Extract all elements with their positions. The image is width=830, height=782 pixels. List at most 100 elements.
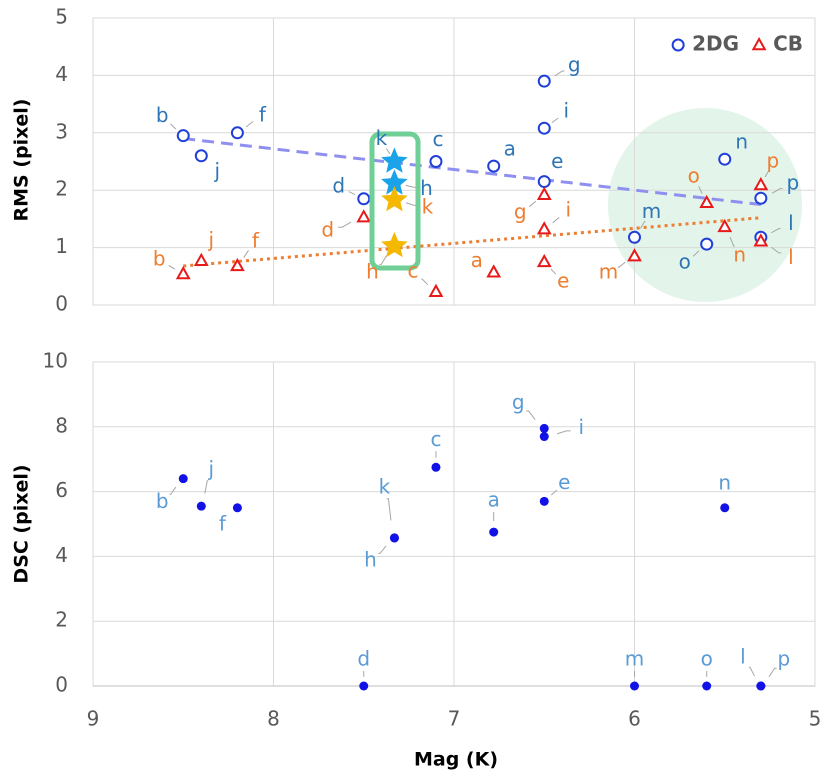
point-label: c [430, 427, 441, 451]
point-label: i [563, 99, 569, 123]
point-label: e [557, 268, 569, 292]
triangle-marker [699, 194, 715, 209]
point-label: f [252, 228, 260, 252]
leader-line [764, 171, 769, 178]
y-tick-label: 10 [43, 349, 68, 373]
y-tick-label: 4 [55, 62, 68, 86]
legend-label: CB [773, 32, 803, 56]
leader-line [348, 191, 356, 196]
leader-line [557, 430, 571, 435]
point-label: j [214, 158, 221, 182]
x-tick-label: 8 [267, 707, 280, 731]
y-tick-label: 6 [55, 478, 68, 502]
dot-marker [389, 533, 399, 543]
dot-marker [539, 423, 549, 433]
point-label: e [551, 149, 563, 173]
legend-marker [751, 36, 767, 51]
point-label: b [156, 489, 169, 513]
point-label: i [565, 198, 571, 222]
y-tick-label: 3 [55, 119, 68, 143]
dot-marker [196, 501, 206, 511]
x-tick-label: 6 [628, 707, 641, 731]
point-label: h [364, 547, 377, 571]
point-label: a [488, 488, 500, 512]
point-label: l [788, 211, 794, 235]
point-label: p [777, 647, 790, 671]
y-tick-label: 0 [55, 292, 68, 316]
star-marker [381, 186, 408, 212]
triangle-marker [536, 253, 552, 268]
point-label: n [718, 470, 731, 494]
leader-line [552, 217, 560, 224]
point-label: l [788, 245, 794, 269]
leader-line [243, 250, 249, 258]
point-label: g [514, 199, 527, 223]
dot-marker [756, 681, 766, 691]
x-tick-label: 9 [87, 707, 100, 731]
circle-marker [487, 159, 501, 173]
leader-line [771, 228, 781, 234]
leader-line [529, 200, 537, 207]
leader-line [526, 410, 536, 420]
leader-line [405, 202, 417, 206]
x-tick-label: 5 [809, 707, 822, 731]
dot-marker [539, 432, 549, 442]
point-label: p [766, 149, 779, 173]
leader-line [551, 118, 560, 124]
leader-line [386, 498, 392, 521]
leader-line [385, 148, 391, 155]
dot-marker [178, 474, 188, 484]
point-label: o [679, 250, 691, 274]
y-tick-label: 8 [55, 413, 68, 437]
circle-marker [700, 237, 714, 251]
y-tick-label: 1 [55, 234, 68, 258]
circle-marker [628, 230, 641, 244]
point-label: h [366, 259, 379, 283]
leader-line [170, 123, 177, 130]
point-label: h [420, 176, 433, 200]
leader-line [338, 221, 352, 228]
highlight-box [369, 131, 421, 271]
triangle-marker [753, 233, 769, 247]
leader-line [771, 246, 782, 254]
leader-line [771, 188, 783, 194]
point-label: g [512, 390, 525, 414]
point-label: e [558, 470, 570, 494]
leader-line [405, 184, 416, 188]
circle-marker [357, 192, 371, 206]
point-label: k [376, 126, 388, 150]
dot-marker [359, 681, 369, 691]
leader-line [378, 545, 387, 554]
point-label: k [379, 474, 391, 498]
y-tick-label: 4 [55, 543, 68, 567]
y-tick-label: 2 [55, 177, 68, 201]
leader-line [421, 278, 429, 286]
point-label: o [688, 163, 700, 187]
point-label: j [208, 457, 215, 481]
dot-marker [702, 681, 712, 691]
point-label: o [701, 647, 713, 671]
triangle-marker [193, 252, 209, 267]
x-tick-label: 7 [448, 707, 461, 731]
point-label: c [407, 258, 418, 282]
circle-marker [537, 74, 551, 88]
point-label: i [578, 415, 584, 439]
triangle-marker [627, 248, 642, 262]
leader-line [550, 268, 557, 275]
point-label: m [642, 199, 661, 223]
x-axis-title: Mag (K) [414, 749, 498, 771]
triangle-marker [536, 186, 552, 200]
triangle-marker [356, 209, 372, 223]
marks [168, 70, 783, 691]
leader-line [698, 186, 703, 194]
point-label: m [599, 260, 618, 284]
point-label: g [568, 53, 581, 77]
point-label: a [504, 137, 516, 161]
circle-marker [754, 191, 768, 205]
triangle-marker [717, 218, 733, 233]
leader-line [245, 121, 254, 128]
circle-marker [537, 175, 551, 189]
y-tick-label: 2 [55, 608, 68, 632]
point-label: d [357, 647, 370, 671]
